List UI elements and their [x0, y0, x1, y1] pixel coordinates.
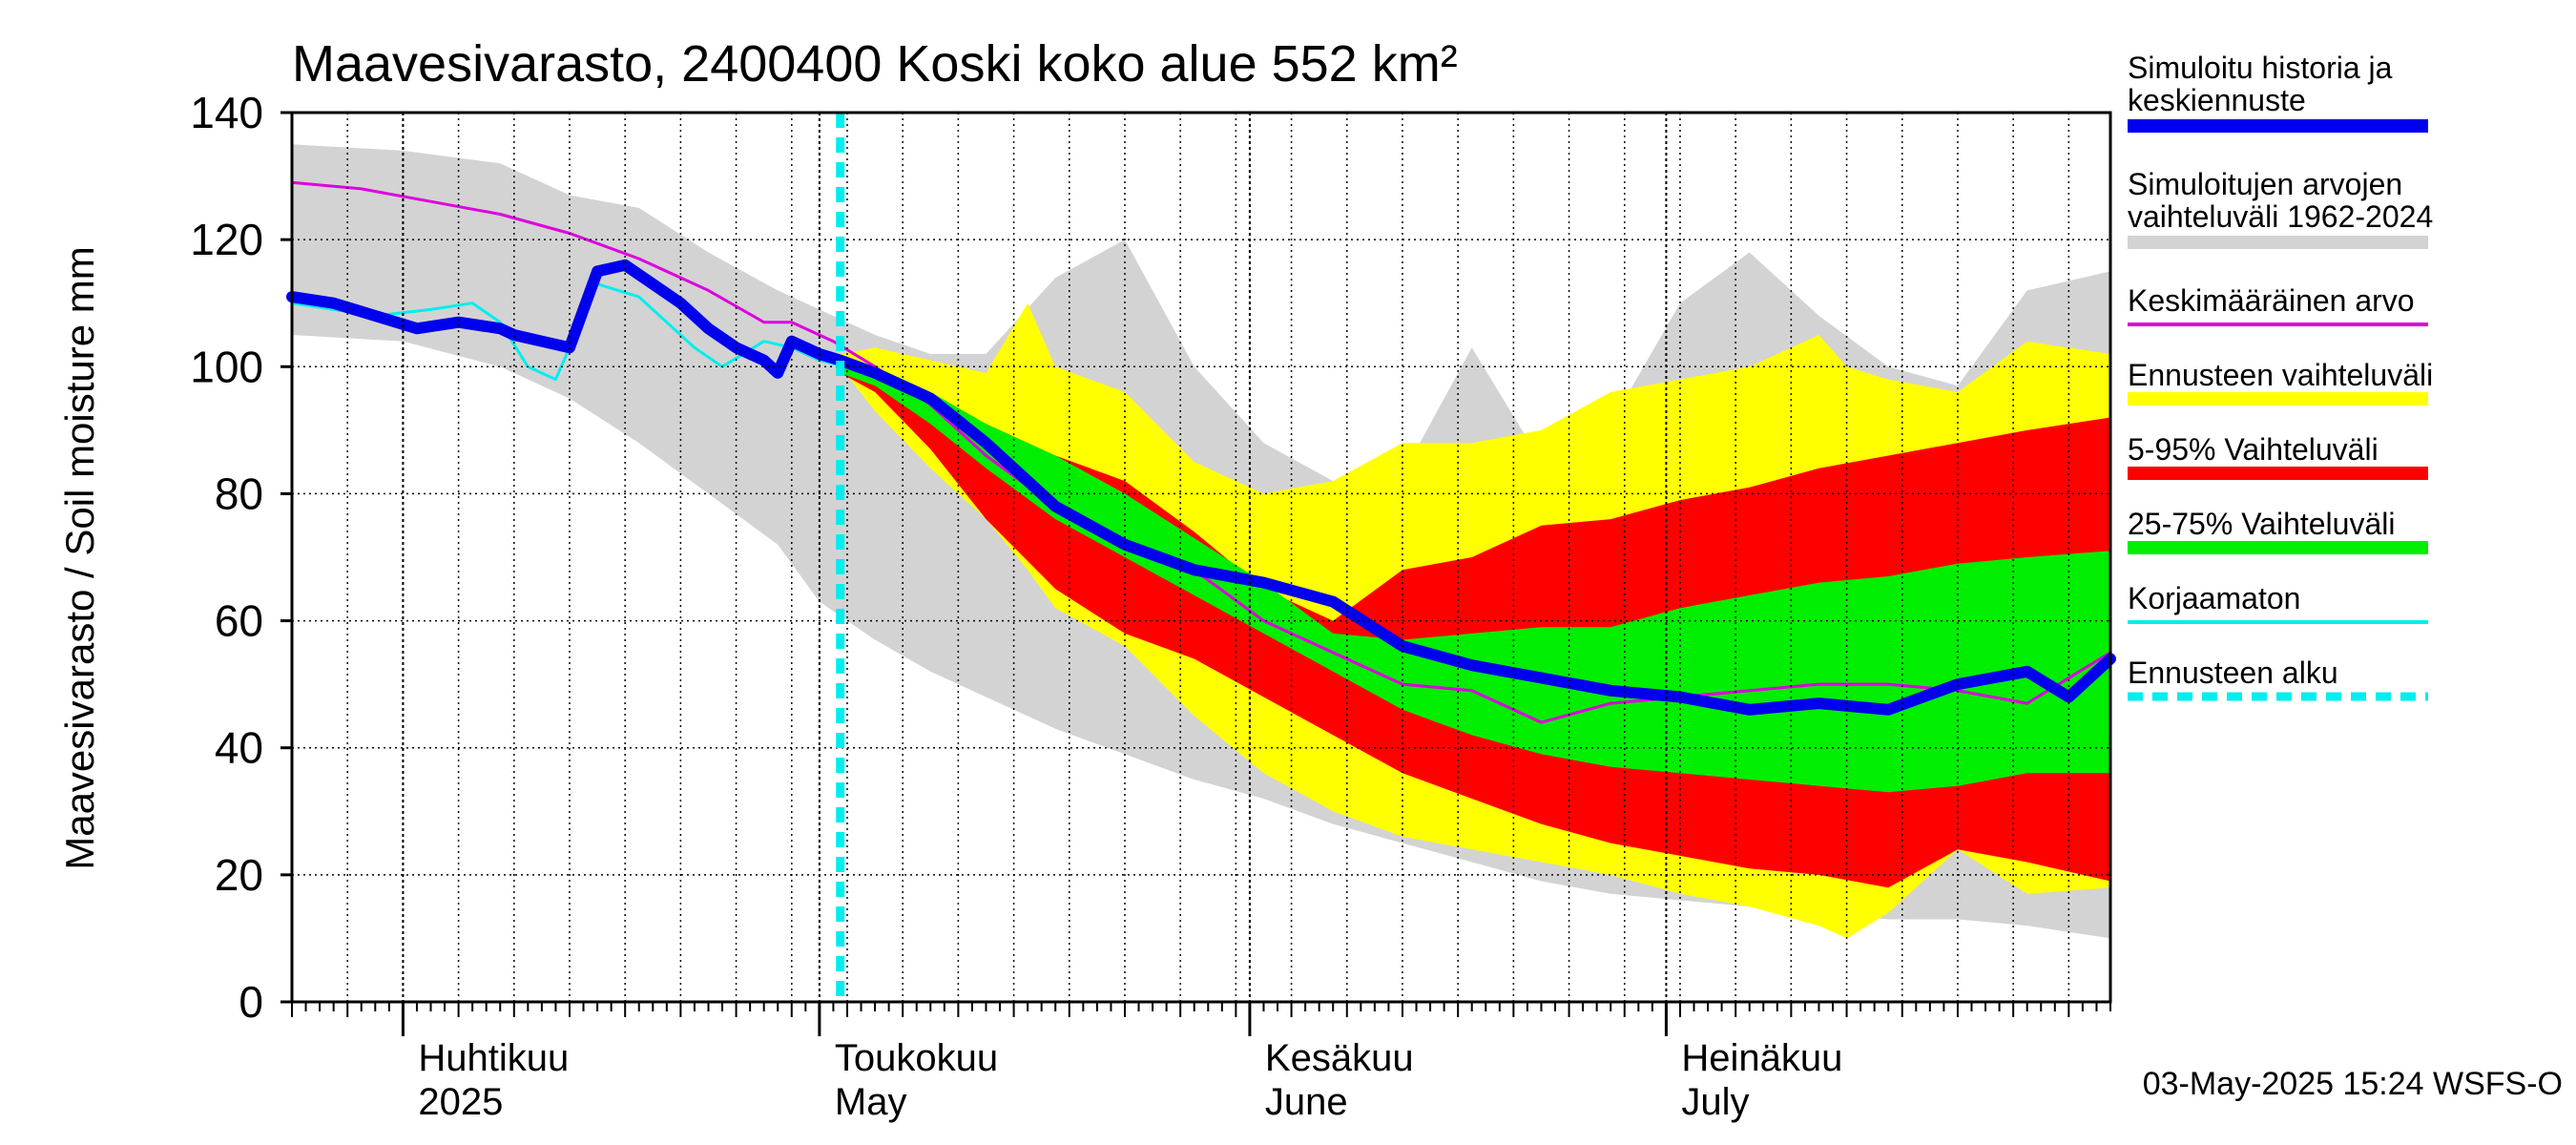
- legend-label: Korjaamaton: [2128, 581, 2300, 615]
- grid-layer: [291, 112, 2110, 1003]
- chart-title: Maavesivarasto, 2400400 Koski koko alue …: [292, 35, 1458, 93]
- y-tick-label: 20: [215, 850, 263, 900]
- y-tick-label: 100: [190, 342, 263, 391]
- legend-label-line2: keskiennuste: [2128, 83, 2306, 117]
- series-band-3: [840, 360, 2111, 793]
- legend-label-line2: vaihteluväli 1962-2024: [2128, 199, 2433, 234]
- month-label-fi: Kesäkuu: [1265, 1037, 1414, 1079]
- y-tick-label: 120: [190, 215, 263, 264]
- y-tick-label: 0: [239, 977, 263, 1027]
- month-label-en: July: [1681, 1081, 1749, 1123]
- month-label-en: 2025: [418, 1081, 503, 1123]
- y-tick-label: 140: [190, 88, 263, 137]
- month-label-fi: Heinäkuu: [1681, 1037, 1842, 1079]
- legend-label: 5-95% Vaihteluväli: [2128, 432, 2379, 467]
- y-tick-label: 60: [215, 596, 263, 646]
- legend-label: Simuloitujen arvojen: [2128, 167, 2402, 201]
- y-axis-label: Maavesivarasto / Soil moisture mm: [57, 246, 102, 870]
- series-line-6: [286, 259, 2116, 716]
- month-label-en: May: [835, 1081, 907, 1123]
- month-label-en: June: [1265, 1081, 1348, 1123]
- legend-label: Ennusteen vaihteluväli: [2128, 358, 2433, 392]
- legend-label: Simuloitu historia ja: [2128, 51, 2393, 85]
- y-tick-label: 40: [215, 723, 263, 773]
- plot-frame: [290, 111, 2112, 1004]
- series-layer: [286, 144, 2116, 939]
- legend-label: 25-75% Vaihteluväli: [2128, 507, 2395, 541]
- month-label-fi: Huhtikuu: [418, 1037, 569, 1079]
- legend-label: Keskimääräinen arvo: [2128, 283, 2415, 318]
- month-label-fi: Toukokuu: [835, 1037, 998, 1079]
- y-tick-label: 80: [215, 468, 263, 518]
- timestamp: 03-May-2025 15:24 WSFS-O: [2143, 1066, 2563, 1102]
- legend-label: Ennusteen alku: [2128, 656, 2338, 690]
